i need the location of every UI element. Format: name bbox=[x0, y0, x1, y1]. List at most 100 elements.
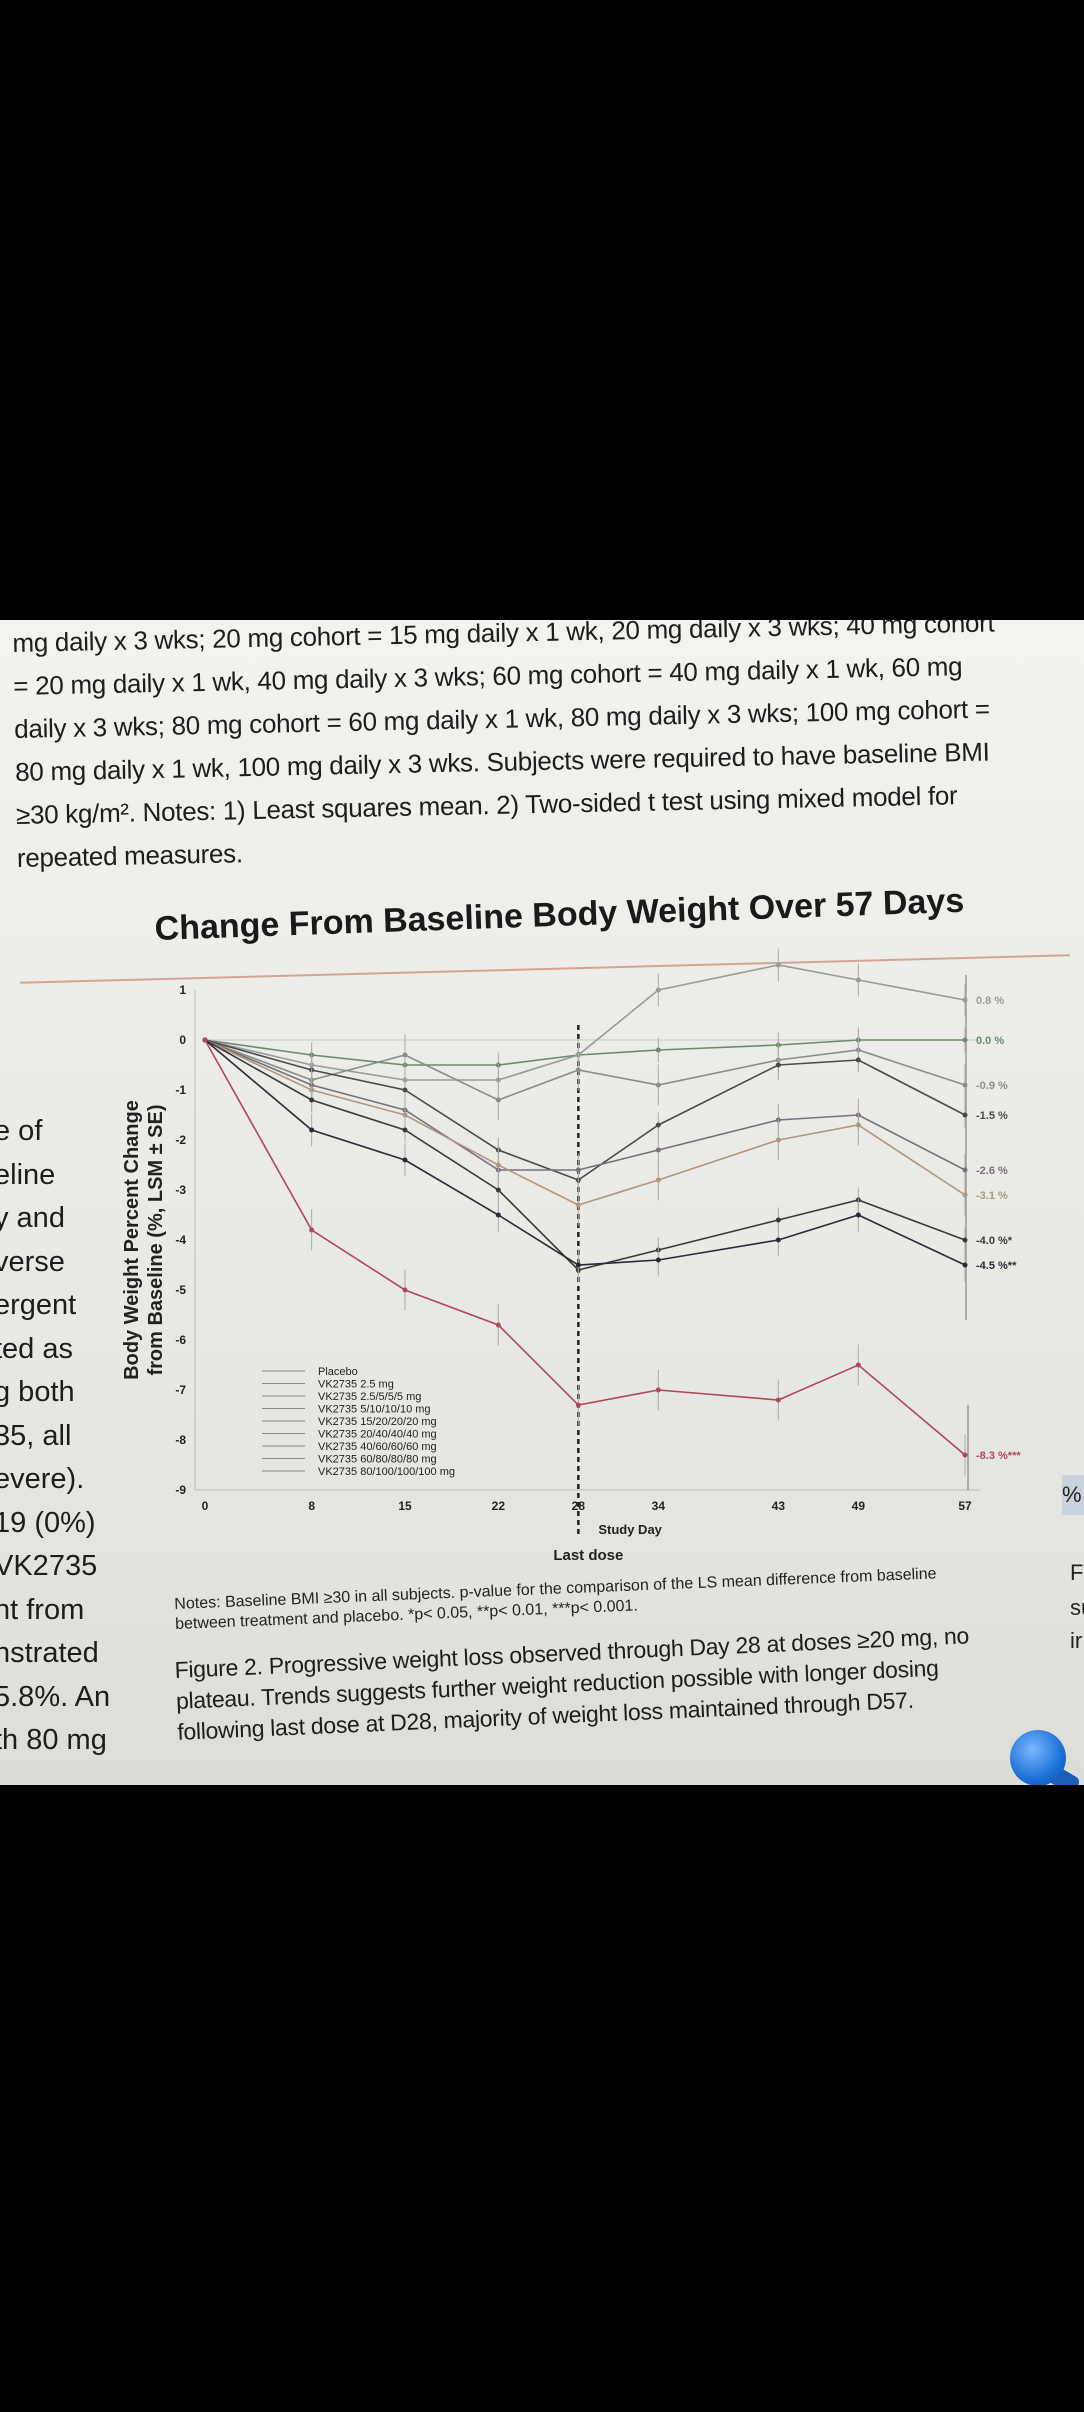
right-edge-text: ir bbox=[1070, 1628, 1083, 1653]
data-point bbox=[655, 1047, 661, 1053]
text-fragment: ted as bbox=[0, 1332, 73, 1365]
x-tick-label: 22 bbox=[492, 1499, 506, 1513]
legend-entry: VK2735 60/80/80/80 mg bbox=[318, 1454, 437, 1466]
y-tick-label: -6 bbox=[175, 1333, 186, 1347]
data-point bbox=[402, 1052, 408, 1058]
right-edge-text: Fi bbox=[1070, 1560, 1084, 1585]
data-point bbox=[855, 1212, 861, 1218]
data-point bbox=[962, 1262, 968, 1268]
data-point bbox=[775, 1062, 781, 1068]
legend-entry: VK2735 80/100/100/100 mg bbox=[318, 1466, 455, 1478]
x-axis-label: Study Day bbox=[598, 1522, 662, 1537]
data-point bbox=[202, 1037, 208, 1043]
text-fragment: ergent bbox=[0, 1289, 77, 1321]
x-tick-label: 0 bbox=[202, 1499, 209, 1513]
text-fragment: 19 (0%) bbox=[0, 1506, 96, 1539]
x-tick-label: 8 bbox=[308, 1499, 315, 1513]
data-point bbox=[655, 1257, 661, 1263]
data-point bbox=[855, 1057, 861, 1063]
data-point bbox=[775, 962, 781, 968]
text-fragment: th 80 mg bbox=[0, 1724, 107, 1756]
data-point bbox=[402, 1157, 408, 1163]
x-tick-label: 43 bbox=[772, 1499, 786, 1513]
data-point bbox=[402, 1112, 408, 1118]
data-point bbox=[962, 1037, 968, 1043]
series-line-5 bbox=[204, 1039, 966, 1206]
legend-entry: VK2735 40/60/60/60 mg bbox=[318, 1441, 437, 1453]
data-point bbox=[402, 1087, 408, 1093]
end-value-label: -4.5 %** bbox=[976, 1260, 1017, 1272]
series-line-7 bbox=[204, 1039, 966, 1266]
data-point bbox=[309, 1227, 315, 1233]
data-point bbox=[575, 1067, 581, 1073]
x-tick-label: 34 bbox=[652, 1499, 666, 1513]
x-tick-label: 15 bbox=[398, 1499, 412, 1513]
text-fragment: verse bbox=[0, 1245, 65, 1278]
data-point bbox=[775, 1237, 781, 1243]
data-point bbox=[655, 1147, 661, 1153]
data-point bbox=[962, 1237, 968, 1243]
legend-entry: Placebo bbox=[318, 1366, 358, 1378]
series-line-4 bbox=[204, 1039, 966, 1171]
data-point bbox=[402, 1287, 408, 1293]
y-tick-label: -9 bbox=[175, 1483, 186, 1497]
data-point bbox=[402, 1127, 408, 1133]
data-point bbox=[855, 977, 861, 983]
y-tick-label: 0 bbox=[179, 1033, 186, 1047]
right-edge-text: su bbox=[1070, 1595, 1084, 1620]
data-point bbox=[575, 1202, 581, 1208]
left-column-text: e of eline y and verse ergent ted as g both 35,… bbox=[0, 1110, 110, 1763]
legend-entry: VK2735 5/10/10/10 mg bbox=[318, 1404, 431, 1416]
weight-change-chart: 10-1-2-3-4-5-6-7-8-90815222834434957Stud… bbox=[121, 948, 1021, 1564]
y-tick-label: -2 bbox=[175, 1133, 186, 1147]
text-fragment: y and bbox=[0, 1202, 65, 1234]
x-tick-label: 49 bbox=[852, 1499, 866, 1513]
text-fragment: 5.8%. An bbox=[0, 1680, 111, 1713]
y-tick-label: -5 bbox=[175, 1283, 186, 1297]
data-point bbox=[575, 1262, 581, 1268]
data-point bbox=[655, 1082, 661, 1088]
y-tick-label: -4 bbox=[175, 1233, 186, 1247]
data-point bbox=[962, 1192, 968, 1198]
data-point bbox=[495, 1322, 501, 1328]
data-point bbox=[655, 1122, 661, 1128]
end-value-label: -4.0 %* bbox=[976, 1235, 1013, 1247]
text-fragment: nstrated bbox=[0, 1637, 99, 1669]
y-tick-label: 1 bbox=[179, 983, 186, 997]
end-value-label: 0.8 % bbox=[976, 995, 1004, 1007]
data-point bbox=[495, 1097, 501, 1103]
text-fragment: g both bbox=[0, 1376, 75, 1408]
data-point bbox=[309, 1097, 315, 1103]
y-tick-label: -8 bbox=[175, 1433, 186, 1447]
legend-entry: VK2735 2.5 mg bbox=[318, 1379, 394, 1391]
data-point bbox=[655, 1387, 661, 1393]
y-axis-label: from Baseline (%, LSM ± SE) bbox=[145, 1104, 167, 1375]
legend-entry: VK2735 2.5/5/5/5 mg bbox=[318, 1391, 421, 1403]
text-fragment: nt from bbox=[0, 1593, 85, 1626]
data-point bbox=[575, 1167, 581, 1173]
end-value-label: -0.9 % bbox=[976, 1080, 1008, 1092]
text-fragment: eline bbox=[0, 1158, 56, 1191]
data-point bbox=[962, 1167, 968, 1173]
data-point bbox=[309, 1127, 315, 1133]
legend-entry: VK2735 20/40/40/40 mg bbox=[318, 1429, 437, 1441]
text-fragment: e of bbox=[0, 1115, 43, 1147]
data-point bbox=[775, 1397, 781, 1403]
data-point bbox=[775, 1217, 781, 1223]
pushpin-icon bbox=[1010, 1730, 1066, 1785]
text-fragment: VK2735 bbox=[0, 1550, 98, 1582]
right-edge-box: % bbox=[1062, 1475, 1084, 1515]
data-point bbox=[495, 1212, 501, 1218]
y-tick-label: -3 bbox=[175, 1183, 186, 1197]
end-value-label: 0.0 % bbox=[976, 1035, 1004, 1047]
poster: mg daily x 3 wks; 20 mg cohort = 15 mg d… bbox=[0, 620, 1084, 1785]
data-point bbox=[962, 997, 968, 1003]
data-point bbox=[575, 1402, 581, 1408]
y-axis-label: Body Weight Percent Change bbox=[121, 1100, 143, 1380]
y-tick-label: -7 bbox=[175, 1383, 186, 1397]
text-fragment: evere). bbox=[0, 1463, 85, 1495]
series-line-1 bbox=[204, 964, 966, 1081]
series-line-3 bbox=[204, 1039, 966, 1181]
end-value-label: -2.6 % bbox=[976, 1165, 1008, 1177]
data-point bbox=[855, 1122, 861, 1128]
